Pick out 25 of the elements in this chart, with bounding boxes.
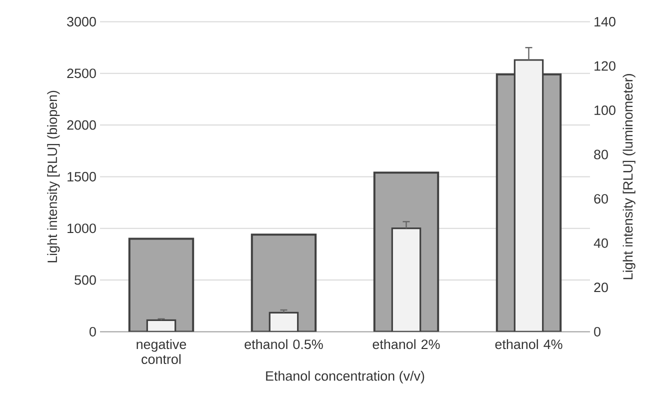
y-tick-label: 1500	[68, 172, 96, 182]
y-tick-label: 2000	[67, 120, 96, 130]
y2-tick-label: 120	[594, 61, 616, 71]
y-tick-label: 1000	[68, 224, 96, 234]
x-tick-label: negative control	[136, 339, 186, 364]
x-tick-label: ethanol 2%	[372, 339, 440, 350]
y-tick-label: 2500	[67, 68, 96, 78]
bar	[128, 238, 194, 332]
x-tick-label: ethanol 4%	[495, 339, 562, 350]
y2-tick-label: 80	[594, 150, 608, 160]
y2-tick-label: 0	[594, 326, 600, 336]
y2-tick-label: 60	[594, 194, 608, 204]
y-tick-label: 500	[74, 275, 96, 285]
y-tick-label: 0	[90, 326, 96, 336]
bar	[250, 234, 317, 332]
bar	[391, 227, 422, 332]
y2-tick-label: 140	[594, 16, 616, 26]
y2-tick-label: 100	[594, 106, 616, 116]
y2-tick-label: 40	[594, 238, 608, 248]
y-tick-label: 3000	[67, 16, 96, 26]
y2-axis-title: Light intensity [RLU] (luminometer)	[622, 74, 636, 280]
x-tick-label: ethanol 0.5%	[244, 339, 323, 350]
x-axis-title: Ethanol concentration (v/v)	[266, 370, 424, 384]
y2-tick-label: 20	[594, 282, 608, 292]
y-axis-title: Light intensity [RLU] (biopen)	[47, 90, 60, 262]
